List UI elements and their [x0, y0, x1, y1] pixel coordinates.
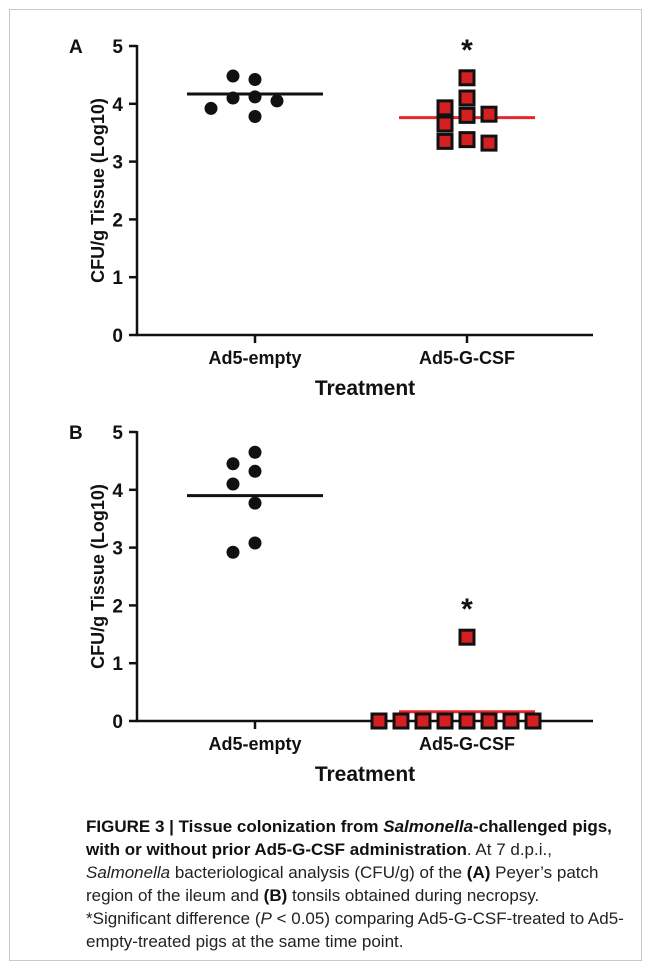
caption-text-2: bacteriological analysis (CFU/g) of the [170, 863, 467, 882]
y-tick-label: 3 [112, 539, 123, 560]
data-point [436, 132, 454, 150]
data-point [502, 712, 520, 730]
y-tick-label: 4 [112, 95, 123, 116]
data-point [458, 69, 476, 87]
caption-label-a: (A) [466, 863, 491, 882]
panel-label: A [69, 37, 83, 58]
data-point [436, 712, 454, 730]
panel-label: B [69, 423, 83, 444]
y-tick-label: 5 [112, 423, 123, 444]
data-point [248, 536, 262, 550]
caption-text-1: . At 7 d.p.i., [466, 840, 552, 859]
x-tick-label: Ad5-empty [208, 348, 301, 368]
x-tick-label: Ad5-G-CSF [419, 348, 515, 368]
data-point [414, 712, 432, 730]
data-point [248, 496, 262, 510]
caption-text-4: tonsils obtained during necropsy. *Signi… [86, 886, 540, 928]
data-point [524, 712, 542, 730]
caption-text-italic-1: Salmonella [86, 863, 171, 882]
data-point [248, 73, 262, 87]
data-point [226, 457, 240, 471]
data-point [436, 115, 454, 133]
data-point [458, 628, 476, 646]
data-point [458, 106, 476, 124]
caption-figure-label: FIGURE 3 [86, 817, 165, 836]
y-axis-title: CFU/g Tissue (Log10) [88, 484, 108, 669]
data-point [370, 712, 388, 730]
data-point [248, 90, 262, 104]
x-axis-title: Treatment [315, 763, 415, 786]
figure-caption: FIGURE 3 | Tissue colonization from Salm… [86, 815, 624, 953]
y-tick-label: 2 [112, 596, 123, 617]
data-point [270, 94, 284, 108]
x-axis-title: Treatment [315, 377, 415, 400]
data-point [458, 89, 476, 107]
data-point [458, 131, 476, 149]
data-point [204, 101, 218, 115]
y-tick-label: 3 [112, 153, 123, 174]
data-point [436, 99, 454, 117]
data-point [392, 712, 410, 730]
y-tick-label: 5 [112, 37, 123, 58]
caption-label-b: (B) [263, 886, 288, 905]
data-point [248, 445, 262, 459]
y-tick-label: 0 [112, 712, 123, 733]
caption-separator: | [164, 817, 179, 836]
caption-title-italic: Salmonella [383, 817, 474, 836]
y-tick-label: 4 [112, 481, 123, 502]
data-point [480, 134, 498, 152]
y-tick-label: 0 [112, 326, 123, 347]
data-point [458, 712, 476, 730]
data-point [480, 712, 498, 730]
significance-marker: * [461, 593, 473, 626]
y-tick-label: 1 [112, 654, 123, 675]
x-tick-label: Ad5-G-CSF [419, 734, 515, 754]
figure-frame [9, 9, 642, 961]
caption-text-3: Peyer’s patch region of the ileum and [86, 863, 599, 905]
y-axis-title: CFU/g Tissue (Log10) [88, 98, 108, 283]
data-point [248, 464, 262, 478]
data-point [248, 110, 262, 124]
y-tick-label: 2 [112, 210, 123, 231]
x-tick-label: Ad5-empty [208, 734, 301, 754]
caption-title-part-2: -challenged pigs, with or without prior … [86, 817, 612, 859]
data-point [480, 105, 498, 123]
data-point [226, 477, 240, 491]
y-tick-label: 1 [112, 268, 123, 289]
caption-text-5: < 0.05) comparing Ad5-G-CSF-treated to A… [86, 909, 624, 951]
data-point [226, 91, 240, 105]
caption-title-part-1: Tissue colonization from [178, 817, 384, 836]
caption-p-italic: P [260, 909, 272, 928]
data-point [226, 69, 240, 83]
significance-marker: * [461, 34, 473, 67]
data-point [226, 545, 240, 559]
